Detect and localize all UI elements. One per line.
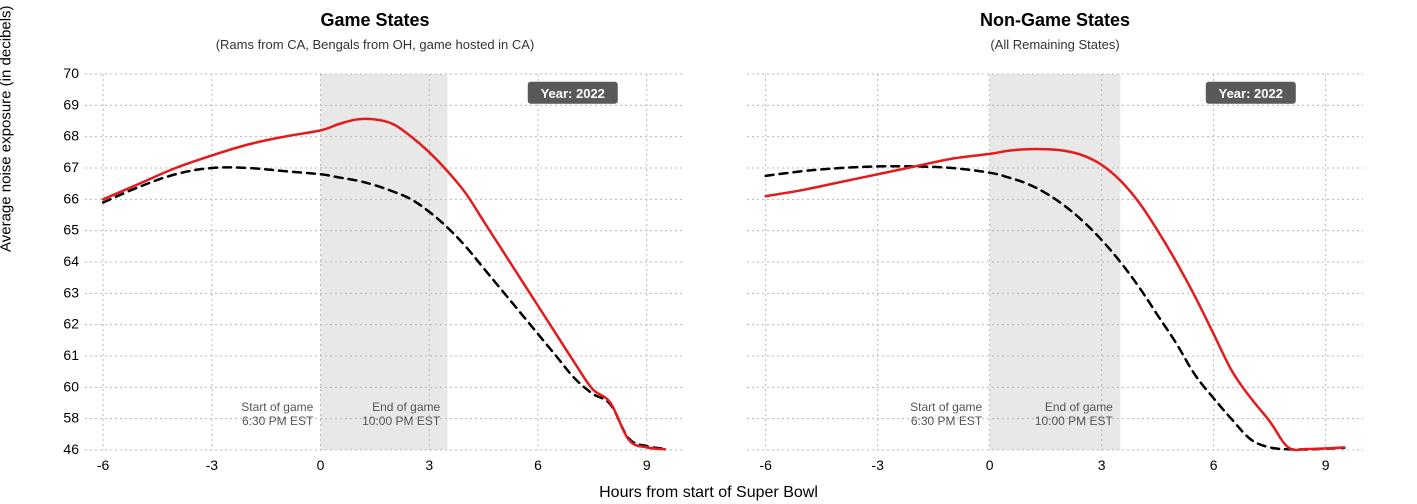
- panel-title-game: Game States: [55, 10, 695, 31]
- annotation-start-line2: 6:30 PM EST: [911, 414, 983, 428]
- y-tick-label: 66: [63, 190, 79, 206]
- plot-game: 46586061626364656667686970-6-30369Start …: [55, 56, 695, 486]
- x-tick-label: -3: [871, 457, 884, 473]
- y-tick-label: 63: [63, 284, 79, 300]
- panel-game: Game States (Rams from CA, Bengals from O…: [55, 10, 695, 490]
- panel-subtitle-game: (Rams from CA, Bengals from OH, game hos…: [55, 37, 695, 52]
- year-badge-text: Year: 2022: [541, 86, 605, 101]
- annotation-start-line1: Start of game: [910, 400, 982, 414]
- game-window-band: [990, 74, 1121, 450]
- x-tick-label: 9: [643, 457, 651, 473]
- annotation-end-line2: 10:00 PM EST: [362, 414, 441, 428]
- panel-title-nongame: Non-Game States: [735, 10, 1375, 31]
- annotation-start-line2: 6:30 PM EST: [242, 414, 314, 428]
- y-tick-label: 68: [63, 128, 79, 144]
- x-tick-label: 0: [986, 457, 994, 473]
- y-tick-label: 46: [63, 441, 79, 457]
- x-tick-label: 0: [317, 457, 325, 473]
- year-badge-text: Year: 2022: [1219, 86, 1283, 101]
- annotation-end-line2: 10:00 PM EST: [1035, 414, 1114, 428]
- y-tick-label: 69: [63, 96, 79, 112]
- panel-subtitle-nongame: (All Remaining States): [735, 37, 1375, 52]
- y-tick-label: 70: [63, 65, 79, 81]
- y-tick-label: 61: [63, 347, 79, 363]
- annotation-start-line1: Start of game: [241, 400, 313, 414]
- y-tick-label: 60: [63, 378, 79, 394]
- y-tick-label: 58: [63, 410, 79, 426]
- x-tick-label: -6: [97, 457, 110, 473]
- plot-nongame: -6 -3 0 3 6 9 Start of game6:30 PM EST End of g…: [735, 56, 1375, 486]
- x-tick-label: 6: [534, 457, 542, 473]
- y-tick-label: 64: [63, 253, 79, 269]
- y-axis-label: Average noise exposure (in decibels): [0, 5, 15, 252]
- x-tick-label: 3: [1098, 457, 1106, 473]
- game-window-band: [321, 74, 448, 450]
- annotation-end-line1: End of game: [1045, 400, 1113, 414]
- x-tick-label: -6: [759, 457, 772, 473]
- x-tick-label: -3: [206, 457, 219, 473]
- x-tick-label: 9: [1322, 457, 1330, 473]
- x-tick-label: 3: [425, 457, 433, 473]
- y-tick-label: 67: [63, 159, 79, 175]
- panel-nongame: Non-Game States(All Remaining States)-6-…: [735, 10, 1375, 490]
- annotation-end-line1: End of game: [372, 400, 440, 414]
- y-tick-label: 65: [63, 222, 79, 238]
- y-tick-label: 62: [63, 316, 79, 332]
- x-tick-label: 6: [1210, 457, 1218, 473]
- figure: Average noise exposure (in decibels)Hour…: [0, 0, 1417, 504]
